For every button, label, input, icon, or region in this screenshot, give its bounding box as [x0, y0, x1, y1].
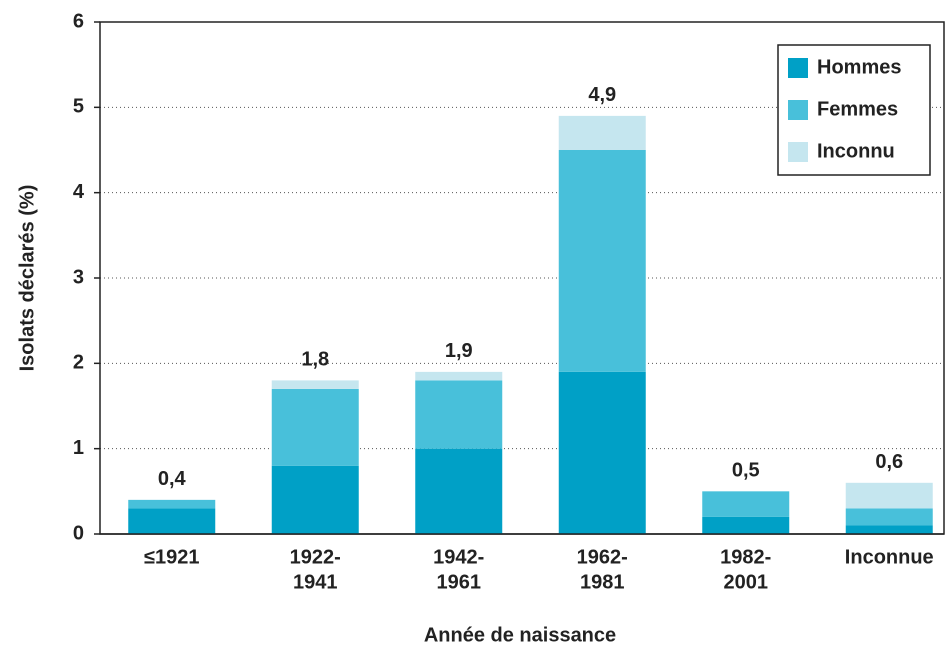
- total-label: 0,5: [732, 460, 760, 482]
- x-tick-label: 1982-: [720, 546, 771, 568]
- bar-segment: [702, 516, 790, 534]
- bar-segment: [271, 380, 359, 389]
- x-tick-label: 1942-: [433, 546, 484, 568]
- legend-label: Inconnu: [817, 140, 895, 162]
- bar-segment: [845, 508, 933, 526]
- bar-segment: [558, 115, 646, 150]
- legend-label: Hommes: [817, 56, 901, 78]
- x-tick-label: ≤1921: [144, 546, 199, 568]
- bar-segment: [558, 371, 646, 534]
- legend-label: Femmes: [817, 98, 898, 120]
- bar-segment: [271, 465, 359, 534]
- total-label: 4,9: [588, 84, 616, 106]
- legend-swatch: [788, 58, 808, 78]
- y-tick-label: 3: [73, 266, 84, 288]
- x-tick-label: 1962-: [577, 546, 628, 568]
- total-label: 0,6: [875, 451, 903, 473]
- y-tick-label: 2: [73, 352, 84, 374]
- bar-segment: [845, 482, 933, 509]
- bar-segment: [415, 380, 503, 449]
- y-tick-label: 4: [73, 181, 85, 203]
- y-axis-label: Isolats déclarés (%): [16, 185, 38, 372]
- y-tick-label: 6: [73, 10, 84, 32]
- total-label: 0,4: [158, 468, 187, 490]
- x-tick-label: 1941: [293, 571, 338, 593]
- total-label: 1,8: [301, 349, 329, 371]
- bar-segment: [128, 499, 216, 509]
- bar-segment: [128, 508, 216, 534]
- y-tick-label: 0: [73, 522, 84, 544]
- y-tick-label: 1: [73, 437, 84, 459]
- y-tick-label: 5: [73, 96, 84, 118]
- x-axis-label: Année de naissance: [424, 624, 616, 646]
- bar-segment: [558, 150, 646, 372]
- legend-swatch: [788, 100, 808, 120]
- legend-swatch: [788, 142, 808, 162]
- total-label: 1,9: [445, 340, 473, 362]
- x-tick-label: 1981: [580, 571, 625, 593]
- bar-segment: [702, 491, 790, 517]
- bar-segment: [415, 448, 503, 534]
- x-tick-label: 1922-: [290, 546, 341, 568]
- bar-segment: [271, 388, 359, 466]
- x-tick-label: Inconnue: [845, 546, 934, 568]
- x-tick-label: 2001: [724, 571, 769, 593]
- x-tick-label: 1961: [437, 571, 482, 593]
- bar-segment: [415, 371, 503, 381]
- bar-segment: [845, 525, 933, 534]
